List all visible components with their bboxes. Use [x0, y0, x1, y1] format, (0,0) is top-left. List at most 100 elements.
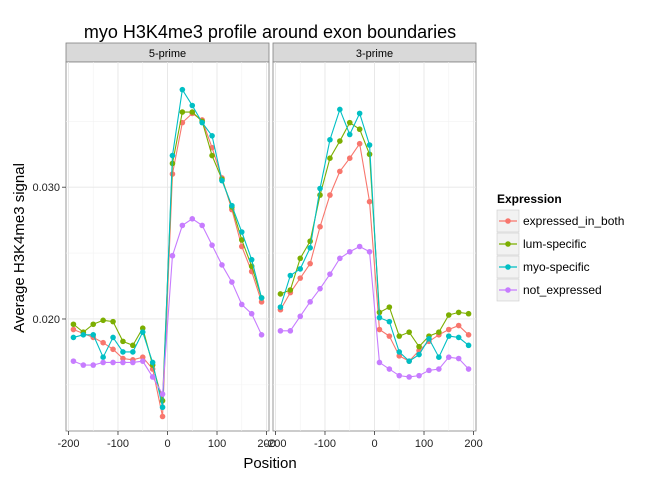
data-point [80, 331, 87, 338]
data-point [297, 266, 304, 272]
data-point [229, 279, 235, 285]
data-point [455, 334, 462, 341]
data-point [376, 326, 383, 333]
data-point [465, 331, 472, 338]
x-tick-label: 100 [208, 438, 226, 450]
data-point [436, 366, 442, 372]
data-point [110, 359, 116, 366]
legend-item-lum-specific: lum-specific [496, 232, 586, 256]
data-point [70, 321, 77, 328]
legend-label: myo-specific [523, 260, 590, 274]
data-point [70, 334, 77, 341]
data-point [366, 142, 373, 148]
data-point [130, 359, 136, 366]
data-point [307, 245, 313, 251]
data-point [189, 109, 196, 115]
data-point [386, 333, 393, 339]
data-point [159, 413, 166, 420]
data-point [199, 222, 205, 229]
data-point [139, 325, 146, 332]
legend-marker [505, 241, 511, 247]
data-point [297, 275, 304, 281]
data-point [386, 366, 393, 372]
data-point [317, 285, 323, 292]
data-point [110, 346, 116, 353]
legend-label: lum-specific [523, 237, 586, 251]
data-point [238, 237, 245, 243]
data-point [465, 342, 472, 349]
data-point [209, 242, 215, 248]
x-axis-label: Position [243, 455, 296, 472]
data-point [327, 192, 333, 198]
y-axis-label: Average H3K4me3 signal [11, 163, 28, 333]
data-point [396, 349, 403, 355]
data-point [80, 362, 87, 368]
data-point [258, 299, 265, 305]
series-not_expressed [277, 243, 472, 380]
data-point [110, 334, 116, 341]
data-point [70, 358, 77, 364]
data-point [169, 152, 176, 159]
data-point [445, 354, 452, 361]
data-point [90, 321, 97, 328]
data-point [179, 222, 186, 229]
data-point [159, 391, 166, 397]
data-point [346, 131, 353, 138]
data-point [100, 354, 106, 361]
series-line [279, 107, 469, 362]
data-point [248, 256, 255, 263]
data-point [337, 106, 343, 113]
data-point [219, 177, 225, 184]
data-point [130, 342, 136, 349]
data-point [90, 331, 97, 338]
data-point [436, 354, 442, 361]
data-point [307, 260, 313, 267]
series-myo-specific [70, 86, 265, 411]
data-point [455, 309, 462, 316]
x-tick-label: 0 [371, 438, 377, 450]
x-tick-label: -200 [264, 438, 286, 450]
panel-strip-label: 3-prime [356, 48, 393, 60]
x-tick-label: 200 [257, 438, 275, 450]
data-point [337, 138, 343, 144]
data-point [248, 310, 255, 317]
data-point [209, 152, 215, 159]
data-point [189, 216, 196, 222]
data-point [238, 301, 245, 308]
series-line [73, 88, 263, 408]
x-tick-label: 0 [164, 438, 170, 450]
chart-title: myo H3K4me3 profile around exon boundari… [84, 22, 456, 42]
data-point [445, 333, 452, 339]
data-point [356, 243, 363, 250]
x-tick-label: -100 [107, 438, 129, 450]
data-point [130, 349, 136, 355]
data-point [416, 372, 422, 379]
x-tick-label: 100 [415, 438, 433, 450]
data-point [258, 331, 265, 338]
data-point [337, 168, 343, 175]
data-point [406, 374, 412, 380]
data-point [346, 155, 353, 162]
data-point [110, 318, 116, 325]
data-point [327, 271, 333, 277]
data-point [149, 359, 156, 366]
data-point [139, 329, 146, 335]
data-point [356, 110, 363, 117]
data-point [327, 155, 333, 162]
data-point [139, 358, 146, 364]
data-point [159, 404, 166, 411]
data-point [90, 362, 97, 368]
data-point [317, 223, 323, 230]
data-point [346, 119, 353, 126]
legend-marker [505, 287, 511, 293]
panel-5-prime: 5-prime -200 -100 0 100 200 0.020 0.030 [32, 42, 276, 450]
panel-strip-label: 5-prime [149, 48, 186, 60]
data-point [386, 318, 393, 325]
data-point [287, 328, 294, 334]
data-point [120, 338, 126, 345]
data-point [465, 366, 472, 372]
data-point [149, 374, 156, 380]
x-tick-label: -200 [57, 438, 79, 450]
data-point [277, 304, 284, 310]
